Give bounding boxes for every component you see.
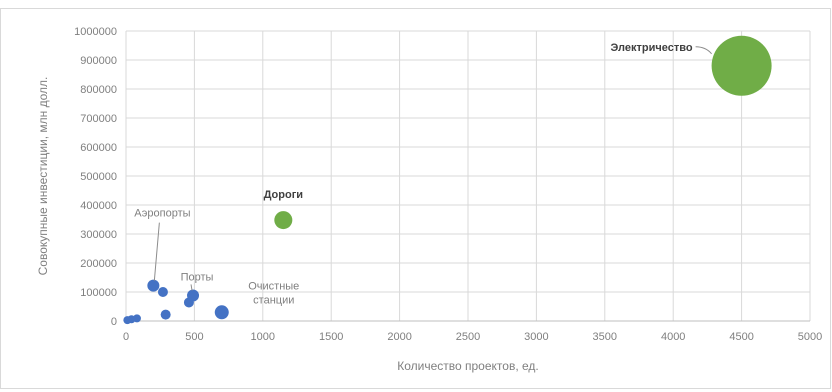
annotation-label: Очистные [248,280,299,292]
x-tick-label: 5000 [798,331,822,343]
chart-frame [0,8,831,389]
bubble-point [214,305,229,320]
y-tick-label: 400000 [80,200,117,212]
x-axis-title: Количество проектов, ед. [397,359,539,373]
leader-line [190,284,193,291]
y-tick-label: 0 [111,316,117,328]
bubbles [123,35,772,325]
x-tick-label: 0 [123,331,129,343]
y-axis-title: Совокупные инвестиции, млн долл. [36,77,50,276]
x-tick-label: 4500 [729,331,753,343]
annotation-label: Аэропорты [134,208,190,220]
y-tick-label: 600000 [80,142,117,154]
x-tick-label: 1500 [319,331,343,343]
x-tick-label: 4000 [661,331,685,343]
x-tick-label: 2500 [456,331,480,343]
x-tick-label: 1000 [251,331,275,343]
y-tick-label: 900000 [80,55,117,67]
y-tick-label: 800000 [80,84,117,96]
annotation-label: Дороги [264,189,303,201]
bubble-large [711,35,772,96]
bubble-point [132,314,141,323]
x-tick-label: 3500 [593,331,617,343]
x-tick-label: 2000 [387,331,411,343]
tick-labels: 0 500 1000 1500 2000 2500 3000 3500 4000 4500 5000… [74,26,822,343]
leader-line [153,222,160,281]
bubble-point [183,297,194,308]
y-tick-label: 500000 [80,171,117,183]
annotations: Электричество Дороги Аэропорты Порты Очистны… [134,42,693,306]
annotation-label: Порты [181,271,214,283]
y-tick-label: 100000 [80,287,117,299]
bubble-large [274,211,293,230]
y-tick-label: 200000 [80,258,117,270]
leader-lines [153,46,712,291]
bubble-point [157,287,168,297]
y-tick-label: 700000 [80,113,117,125]
bubble-point [160,309,171,320]
y-tick-label: 1000000 [74,26,117,38]
annotation-label: Электричество [611,42,693,54]
bubble-point [147,279,160,292]
x-tick-label: 3000 [524,331,548,343]
x-tick-label: 500 [185,331,203,343]
leader-line [695,46,712,55]
annotation-label: станции [253,294,294,306]
y-tick-label: 300000 [80,229,117,241]
